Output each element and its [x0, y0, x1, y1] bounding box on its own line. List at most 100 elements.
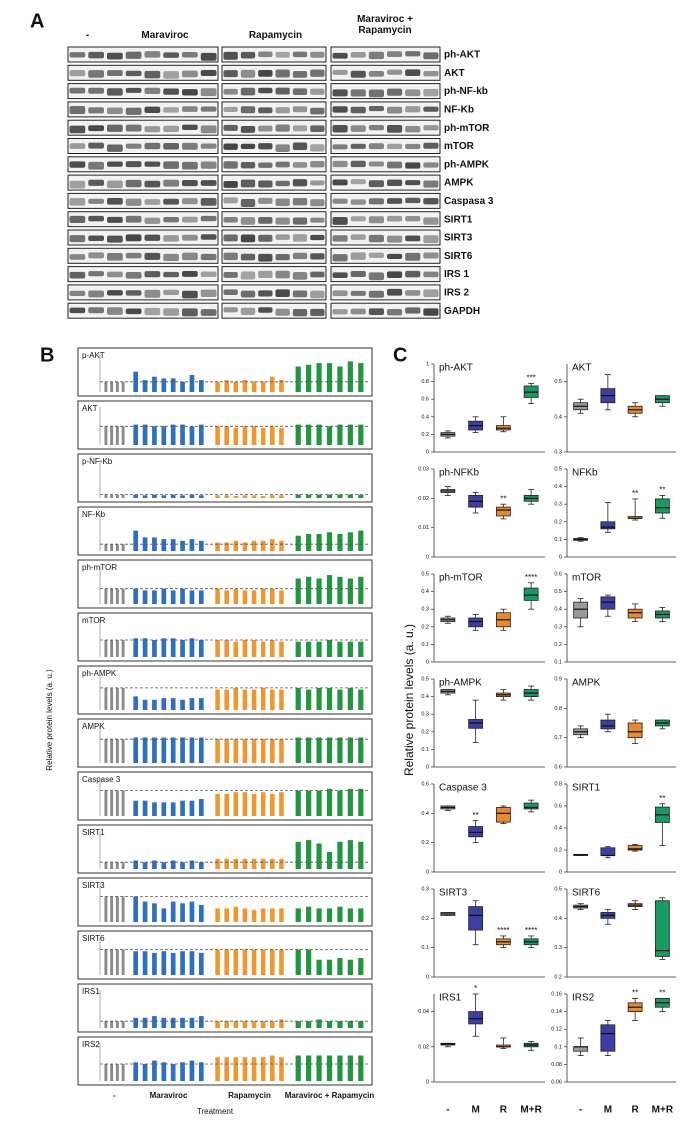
blot-band — [240, 271, 256, 280]
bar — [224, 495, 229, 498]
bar — [170, 1017, 176, 1028]
blot-band — [275, 144, 290, 153]
bar — [121, 381, 125, 392]
blot-band — [182, 234, 198, 241]
bar — [306, 364, 312, 392]
bar — [270, 689, 275, 710]
bar — [142, 800, 148, 816]
bar — [198, 698, 204, 710]
subpanel-title: ph-AMPK — [439, 678, 482, 689]
y-tick-label: 0.7 — [554, 735, 562, 741]
bar — [279, 1019, 284, 1028]
blot-band — [125, 143, 142, 149]
y-tick-label: 0 — [426, 659, 429, 665]
significance: *** — [526, 373, 535, 382]
bar — [152, 537, 157, 551]
blot-band — [240, 106, 256, 114]
blot-band — [387, 271, 403, 279]
bar — [142, 699, 148, 710]
bar — [251, 495, 257, 498]
bar — [347, 1055, 353, 1081]
y-tick-label: 0 — [426, 764, 429, 770]
bar — [121, 544, 125, 551]
bar — [161, 495, 167, 498]
blot-band — [423, 180, 439, 188]
bar — [326, 1055, 333, 1081]
blot-band — [310, 51, 325, 58]
blot-band — [125, 124, 142, 132]
significance: ** — [500, 494, 506, 503]
bar — [358, 841, 364, 869]
bar — [260, 540, 266, 551]
blot-band — [368, 71, 384, 77]
bar — [215, 1057, 220, 1081]
bar — [115, 739, 119, 763]
blot-band — [223, 234, 238, 242]
box — [468, 826, 484, 838]
bar — [215, 426, 220, 445]
blot-band — [405, 143, 421, 149]
blot-band — [223, 252, 238, 261]
bar — [270, 1055, 275, 1081]
bar — [189, 800, 195, 816]
bar — [104, 896, 108, 922]
bar — [270, 640, 275, 657]
y-tick-label: 0 — [426, 554, 429, 560]
bar — [133, 494, 139, 498]
bar — [224, 640, 229, 657]
blot-frame — [67, 284, 219, 301]
bar — [224, 739, 229, 763]
bar — [347, 840, 353, 869]
bar — [316, 494, 322, 498]
subpanel-title: AMPK — [572, 678, 601, 689]
bar — [133, 588, 139, 604]
blot-band — [332, 124, 348, 133]
box — [627, 722, 643, 739]
blot-band — [350, 125, 366, 132]
panel-letter: C — [393, 344, 407, 366]
blot-band — [69, 52, 86, 58]
bar — [142, 424, 148, 445]
bar — [306, 494, 312, 498]
bar — [347, 959, 353, 975]
box — [468, 617, 484, 628]
protein-label: AKT — [444, 68, 465, 79]
blot-band — [163, 88, 179, 95]
bar — [358, 689, 364, 710]
bar — [270, 426, 275, 445]
bar — [233, 687, 239, 710]
subpanel-label: IRS1 — [82, 987, 100, 996]
blot-band — [107, 180, 123, 189]
bar — [279, 641, 284, 657]
box — [627, 608, 643, 619]
subpanel-title: AKT — [572, 363, 591, 374]
blot-band — [332, 144, 348, 150]
blot-band — [69, 271, 86, 279]
blot-band — [182, 124, 198, 131]
significance: ** — [659, 486, 665, 495]
blot-band — [310, 144, 325, 152]
blot-band — [163, 179, 179, 187]
bar — [133, 696, 139, 710]
bar — [133, 896, 139, 922]
blot-band — [125, 271, 142, 279]
bar — [337, 737, 343, 763]
bar — [270, 539, 275, 551]
group-header: - — [85, 30, 90, 41]
bar — [306, 737, 312, 763]
blot-frame — [67, 266, 219, 283]
significance: ** — [632, 489, 638, 498]
bar — [189, 737, 195, 763]
bar — [180, 495, 185, 498]
blot-band — [182, 106, 198, 112]
blot-band — [275, 69, 290, 78]
blot-band — [240, 179, 256, 188]
bar — [306, 534, 312, 551]
y-tick-label: 0.4 — [554, 484, 562, 490]
y-tick-label: 0.5 — [554, 886, 562, 892]
blot-band — [163, 216, 179, 223]
blot-band — [200, 88, 217, 97]
group-label: Maraviroc + Rapamycin — [285, 1091, 375, 1100]
blot-band — [223, 272, 238, 278]
blot-band — [368, 198, 384, 205]
